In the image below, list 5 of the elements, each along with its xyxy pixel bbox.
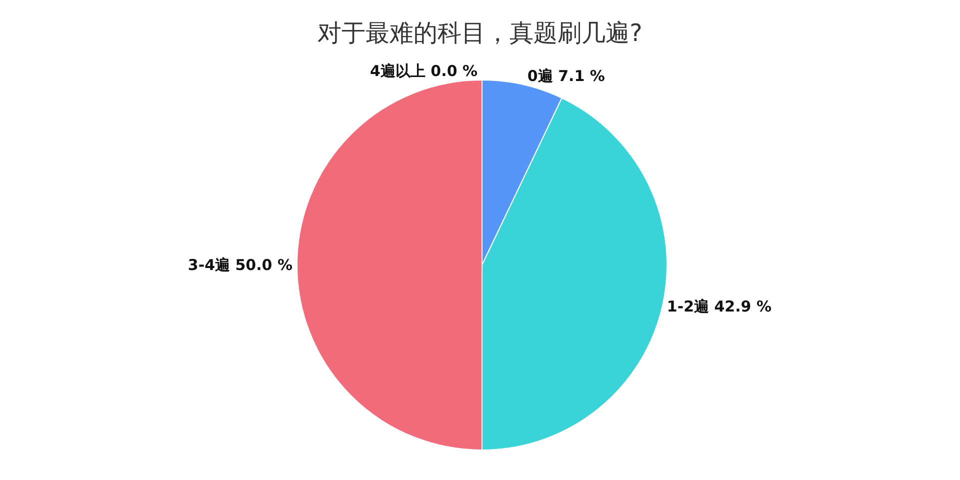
slice-label: 3-4遍 50.0 % — [188, 256, 292, 274]
category-label: 4遍以上 0.0 % — [370, 62, 478, 80]
slice-label: 0遍 7.1 % — [527, 67, 605, 86]
slice-label: 1-2遍 42.9 % — [666, 297, 772, 316]
chart-title: 对于最难的科目，真题刷几遍? — [318, 18, 642, 47]
